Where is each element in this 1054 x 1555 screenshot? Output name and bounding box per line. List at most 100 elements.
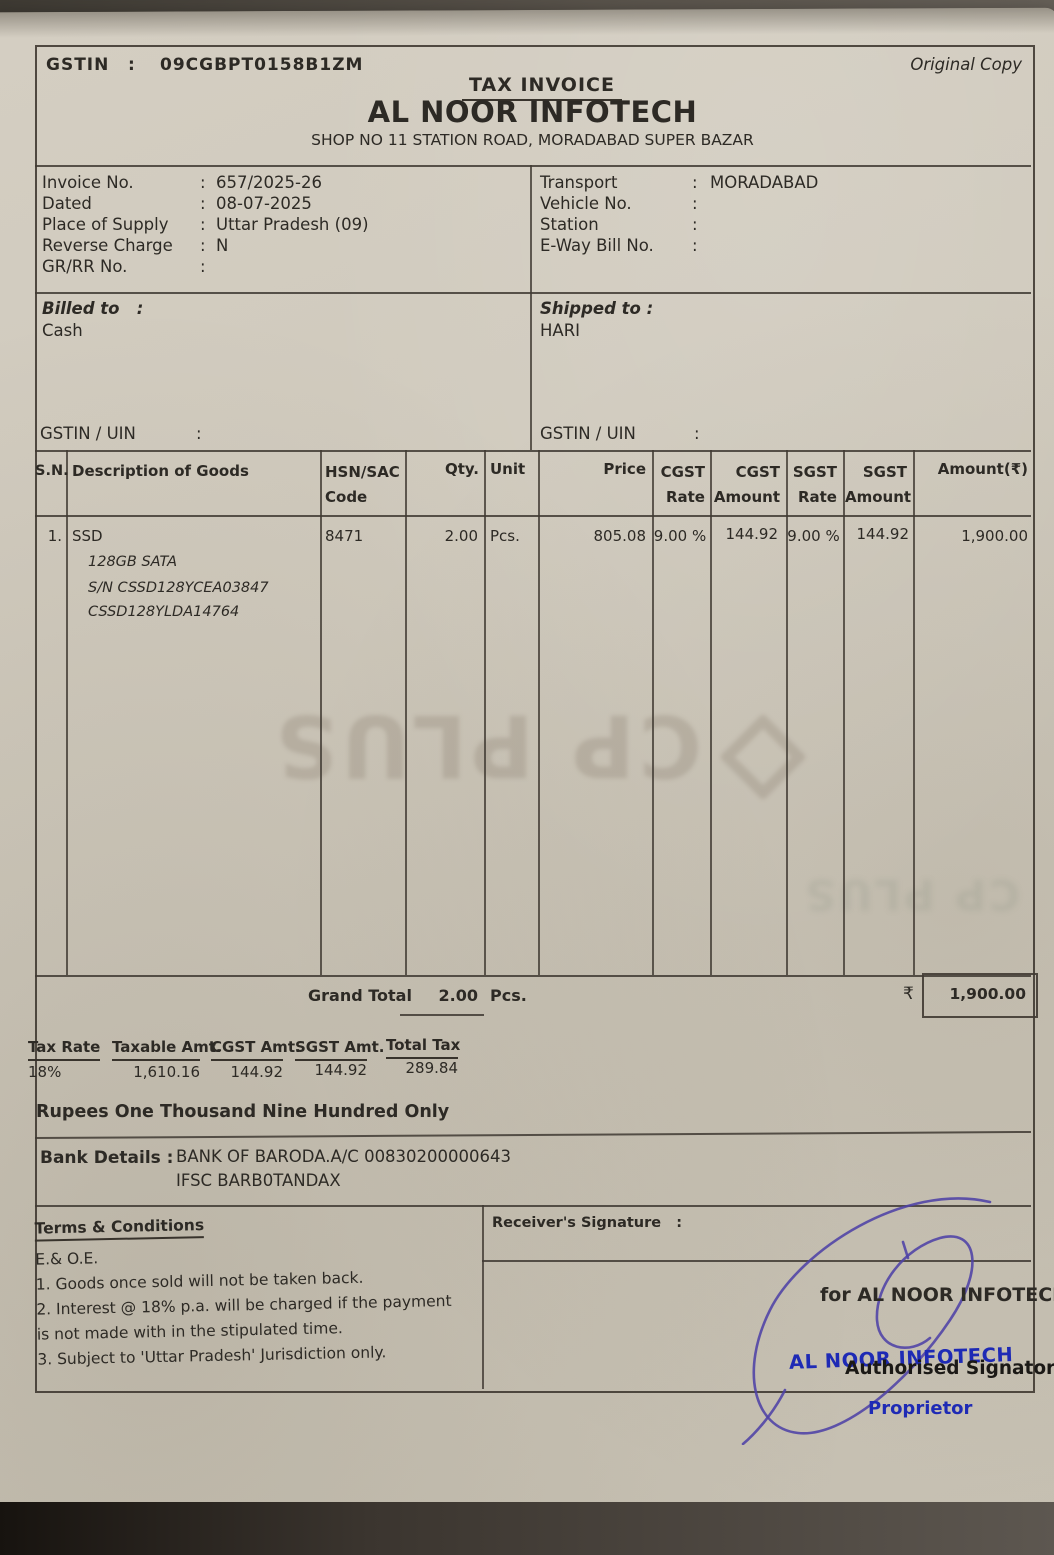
item-cgst-amount: 144.92: [725, 525, 779, 543]
col-line: [710, 450, 712, 975]
table-top-border: [35, 450, 1031, 452]
divider: [35, 165, 1031, 167]
divider: [35, 292, 1031, 294]
item-desc-line3: CSSD128YLDA14764: [88, 604, 240, 620]
gstin-colon: :: [128, 55, 135, 75]
item-sgst-rate: 9.00 %: [787, 527, 840, 545]
for-company-text: for AL NOOR INFOTECH: [820, 1284, 1054, 1306]
grand-total-amount: 1,900.00: [949, 985, 1027, 1003]
col-line: [320, 450, 322, 975]
col-line: [843, 450, 845, 975]
sgst-amt-value: 144.92: [314, 1061, 368, 1079]
col-header-unit: Unit: [490, 460, 526, 478]
colon: :: [694, 424, 700, 443]
item-unit: Pcs.: [490, 527, 520, 545]
place-of-supply-value: Uttar Pradesh (09): [216, 215, 369, 234]
colon: :: [200, 173, 206, 192]
item-sn: 1.: [47, 527, 62, 545]
col-line: [538, 450, 540, 975]
gstin-uin-label-left: GSTIN / UIN: [40, 424, 136, 443]
place-of-supply-label: Place of Supply: [42, 215, 169, 234]
gstin-value: 09CGBPT0158B1ZM: [160, 55, 364, 75]
company-name: AL NOOR INFOTECH: [367, 95, 698, 129]
terms-block: Terms & Conditions E.& O.E. 1. Goods onc…: [34, 1209, 477, 1372]
terms-title: Terms & Conditions: [34, 1216, 205, 1242]
grand-total-amount-box: [922, 973, 1038, 1018]
bank-details-label: Bank Details :: [40, 1148, 174, 1168]
total-tax-value: 289.84: [405, 1059, 459, 1077]
col-line: [786, 450, 788, 975]
col-line: [66, 450, 68, 975]
paper-curl-shadow: [0, 7, 1054, 43]
col-header-sn: S.N.: [35, 463, 69, 479]
col-line: [484, 450, 486, 975]
bank-details-line2: IFSC BARB0TANDAX: [176, 1171, 341, 1190]
signature-scribble: [741, 1197, 992, 1445]
cgst-amt-value: 144.92: [230, 1063, 284, 1081]
divider: [530, 165, 532, 450]
tax-rate-value: 18%: [28, 1063, 62, 1081]
rupee-symbol: ₹: [903, 984, 914, 1004]
station-label: Station: [540, 215, 599, 234]
item-amount: 1,900.00: [961, 527, 1028, 545]
item-cgst-rate: 9.00 %: [653, 527, 707, 545]
total-tax-header: Total Tax: [386, 1036, 460, 1059]
billed-to-label: Billed to :: [42, 299, 144, 318]
divider: [482, 1205, 484, 1389]
col-header-hsn: HSN/SAC Code: [325, 463, 400, 506]
col-header-cgst-amount: CGST Amount: [713, 463, 780, 506]
proprietor-text: Proprietor: [868, 1398, 973, 1419]
item-desc-line2: S/N CSSD128YCEA03847: [88, 580, 269, 596]
shipped-to-name: HARI: [540, 321, 581, 340]
item-price: 805.08: [593, 527, 647, 545]
col-line: [405, 450, 407, 975]
amount-in-words: Rupees One Thousand Nine Hundred Only: [36, 1102, 450, 1122]
doc-type-title: TAX INVOICE: [462, 74, 622, 101]
billed-to-name: Cash: [42, 321, 83, 340]
col-header-sgst-amount: SGST Amount: [845, 463, 912, 506]
grand-total-label: Grand Total: [308, 986, 412, 1005]
col-line: [652, 450, 654, 975]
grand-total-qty: 2.00: [438, 986, 478, 1005]
colon: :: [692, 173, 698, 192]
table-surface-background: [0, 1502, 1054, 1555]
bank-details-line1: BANK OF BARODA.A/C 00830200000643: [176, 1147, 512, 1166]
receiver-signature-label: Receiver's Signature :: [492, 1215, 683, 1231]
invoice-no-value: 657/2025-26: [216, 173, 322, 192]
colon: :: [692, 194, 698, 213]
col-header-amount: Amount(₹): [937, 460, 1028, 478]
transport-label: Transport: [540, 173, 618, 192]
dated-label: Dated: [42, 194, 92, 213]
item-description: SSD: [72, 527, 103, 545]
company-address: SHOP NO 11 STATION ROAD, MORADABAD SUPER…: [311, 131, 754, 149]
vehicle-no-label: Vehicle No.: [540, 194, 632, 213]
item-hsn: 8471: [325, 527, 364, 545]
col-header-cgst-rate: CGST Rate: [660, 463, 705, 506]
item-sgst-amount: 144.92: [856, 525, 910, 543]
transport-value: MORADABAD: [710, 173, 819, 192]
taxable-amt-value: 1,610.16: [133, 1063, 200, 1081]
reverse-charge-value: N: [216, 236, 229, 255]
colon: :: [692, 215, 698, 234]
colon: :: [196, 424, 202, 443]
sgst-amt-header: SGST Amt.: [295, 1038, 384, 1061]
invoice-no-label: Invoice No.: [42, 173, 134, 192]
tax-rate-header: Tax Rate: [28, 1038, 101, 1061]
colon: :: [200, 194, 206, 213]
copy-type-label: Original Copy: [910, 55, 1022, 74]
cgst-amt-header: CGST Amt.: [211, 1038, 301, 1061]
grrr-no-label: GR/RR No.: [42, 257, 128, 276]
colon: :: [200, 215, 206, 234]
gstin-label: GSTIN: [46, 55, 110, 75]
authorised-signatory-text: Authorised Signatory: [845, 1358, 1054, 1379]
shipped-to-label: Shipped to :: [540, 299, 654, 318]
invoice-outer-border: [35, 45, 1035, 1393]
taxable-amt-header: Taxable Amt.: [112, 1038, 222, 1061]
col-header-price: Price: [603, 460, 646, 478]
divider: [35, 1205, 1031, 1207]
grand-total-qty-underline: [400, 1014, 484, 1016]
table-bottom-border: [35, 975, 1031, 977]
colon: :: [200, 236, 206, 255]
reverse-charge-label: Reverse Charge: [42, 236, 173, 255]
